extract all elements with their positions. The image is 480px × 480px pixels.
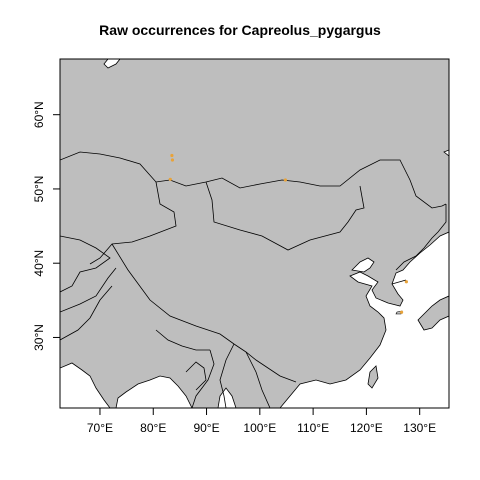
border-afghanistan [60, 267, 117, 313]
y-tick-label: 40°N [32, 250, 46, 277]
border-laos-vietnam [245, 351, 271, 408]
x-tick-label: 120°E [350, 421, 383, 435]
y-tick-label: 30°N [32, 324, 46, 351]
sea-bay-of-bengal [115, 375, 193, 408]
map-title: Raw occurrences for Capreolus_pygargus [99, 22, 381, 38]
occurrence-points [168, 153, 408, 314]
island-japan-kyushu [417, 295, 449, 331]
occurrence-point [170, 158, 175, 162]
sea-arctic-edge [103, 59, 121, 69]
occurrence-point [170, 153, 174, 158]
x-axis: 70°E 80°E 90°E 100°E 110°E 120°E 130°E [87, 408, 436, 435]
y-axis: 30°N 40°N 50°N 60°N [32, 101, 60, 351]
country-borders [60, 151, 447, 408]
y-tick-label: 60°N [32, 101, 46, 128]
occurrence-point [168, 177, 172, 181]
sea-indian-ocean [60, 362, 111, 408]
x-tick-label: 90°E [193, 421, 219, 435]
sea-andaman [217, 387, 237, 408]
border-china-korea [395, 204, 447, 271]
occurrence-point [283, 178, 288, 182]
sea-bohai [351, 257, 375, 273]
x-tick-label: 80°E [140, 421, 166, 435]
x-tick-label: 100°E [243, 421, 276, 435]
occurrence-point [404, 280, 408, 284]
x-tick-label: 70°E [87, 421, 113, 435]
x-tick-label: 110°E [297, 421, 329, 435]
border-india-east [191, 349, 215, 408]
border-central-asia [60, 235, 111, 293]
border-pakistan-india [60, 285, 113, 341]
sea-okhotsk-edge [443, 149, 449, 157]
border-nepal [155, 329, 210, 351]
border-myanmar [219, 343, 235, 408]
island-taiwan [367, 365, 379, 389]
y-tick-label: 50°N [32, 176, 46, 203]
sea-east-asia [279, 231, 449, 408]
border-bangladesh [185, 361, 207, 391]
x-tick-label: 130°E [403, 421, 436, 435]
occurrence-point [399, 310, 404, 314]
border-china-southwest [111, 243, 297, 383]
map-frame [59, 58, 450, 409]
border-korea-dmz [391, 279, 407, 285]
border-russia-kazakhstan [60, 151, 447, 209]
border-mongolia-china [205, 181, 365, 251]
